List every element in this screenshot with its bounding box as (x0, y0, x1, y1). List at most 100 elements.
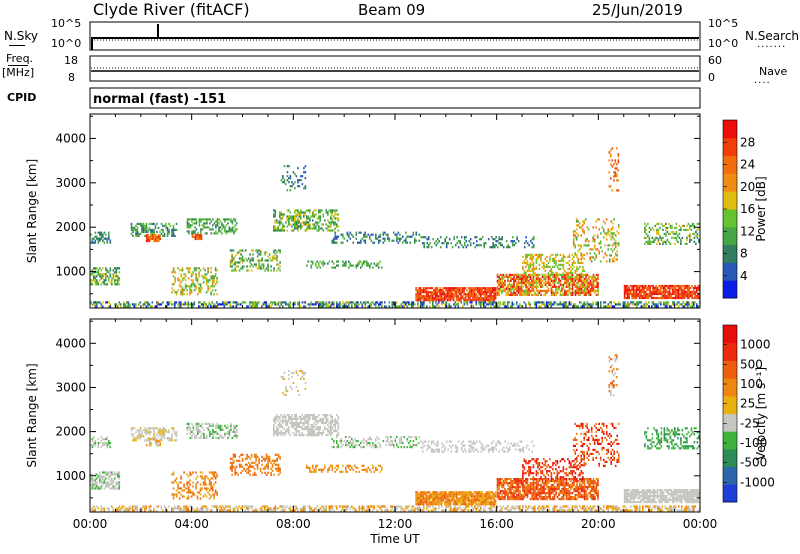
radar-echo (678, 301, 680, 304)
radar-echo (473, 297, 476, 300)
radar-echo (603, 301, 605, 304)
radar-echo (423, 242, 425, 245)
radar-echo (118, 283, 121, 286)
radar-echo (336, 446, 338, 449)
radar-echo (201, 275, 203, 278)
radar-echo (215, 224, 217, 227)
radar-echo (94, 442, 97, 445)
radar-echo (573, 277, 575, 280)
radar-echo (310, 260, 313, 263)
radar-echo (523, 289, 526, 292)
radar-echo (475, 293, 477, 296)
radar-echo (428, 287, 431, 290)
radar-echo (507, 305, 509, 308)
radar-echo (418, 442, 421, 445)
radar-echo (597, 287, 599, 290)
radar-echo (234, 224, 237, 227)
radar-echo (345, 436, 347, 439)
radar-echo (570, 265, 572, 268)
radar-echo (469, 301, 472, 304)
radar-echo (188, 226, 190, 229)
radar-echo (327, 305, 329, 308)
radar-echo (114, 487, 116, 490)
radar-echo (553, 261, 556, 264)
radar-echo (111, 479, 113, 482)
radar-echo (451, 293, 453, 296)
radar-echo (213, 293, 215, 296)
radar-echo (498, 236, 500, 239)
y-axis-label: Slant Range [km] (25, 159, 39, 263)
radar-echo (490, 293, 492, 296)
radar-echo (475, 236, 478, 239)
radar-echo (567, 275, 569, 278)
radar-echo (331, 221, 334, 224)
radar-echo (399, 237, 401, 240)
radar-echo (501, 289, 503, 292)
radar-echo (232, 465, 235, 468)
radar-echo (556, 285, 559, 288)
radar-echo (571, 273, 574, 276)
radar-echo (364, 235, 367, 238)
radar-echo (643, 296, 645, 300)
radar-echo (94, 487, 97, 490)
radar-echo (102, 275, 104, 278)
radar-echo (663, 240, 666, 243)
radar-echo (120, 303, 122, 306)
radar-echo (692, 224, 694, 227)
radar-echo (348, 444, 350, 447)
radar-echo (118, 271, 121, 274)
radar-echo (231, 465, 233, 468)
radar-echo (136, 228, 139, 231)
radar-echo (212, 218, 214, 221)
radar-echo (544, 273, 547, 276)
radar-echo (100, 231, 103, 234)
radar-echo (523, 271, 526, 274)
radar-echo (562, 287, 565, 290)
radar-echo (601, 250, 603, 253)
radar-echo (483, 301, 485, 304)
radar-echo (662, 240, 664, 243)
radar-echo (448, 305, 451, 308)
radar-echo (213, 303, 215, 306)
radar-echo (147, 230, 149, 233)
radar-echo (586, 273, 589, 276)
radar-echo (142, 226, 145, 229)
radar-echo (97, 237, 100, 240)
radar-echo (225, 426, 228, 429)
radar-echo (427, 236, 430, 239)
radar-echo (228, 301, 230, 304)
radar-echo (212, 436, 214, 439)
radar-echo (580, 279, 583, 282)
radar-echo (289, 418, 292, 421)
radar-echo (133, 228, 136, 231)
radar-echo (540, 281, 542, 284)
radar-echo (676, 290, 678, 294)
radar-echo (286, 215, 289, 218)
radar-echo (337, 235, 340, 238)
radar-echo (564, 275, 566, 278)
radar-echo (363, 438, 365, 441)
radar-echo (473, 291, 476, 294)
radar-echo (610, 163, 612, 166)
radar-echo (301, 225, 304, 228)
radar-echo (656, 286, 659, 290)
radar-echo (99, 239, 101, 242)
radar-echo (535, 259, 538, 262)
radar-echo (517, 291, 520, 294)
radar-echo (643, 284, 645, 288)
radar-echo (202, 281, 205, 284)
radar-echo (298, 221, 301, 224)
radar-echo (216, 224, 219, 227)
radar-echo (379, 301, 382, 304)
radar-echo (241, 265, 244, 268)
radar-echo (162, 433, 164, 436)
radar-echo (568, 255, 571, 258)
radar-echo (580, 273, 583, 276)
radar-echo (522, 281, 524, 284)
radar-echo (440, 295, 443, 298)
radar-echo (174, 281, 176, 284)
radar-echo (579, 287, 581, 290)
radar-echo (623, 294, 626, 298)
radar-echo (501, 285, 503, 288)
radar-echo (507, 448, 509, 451)
